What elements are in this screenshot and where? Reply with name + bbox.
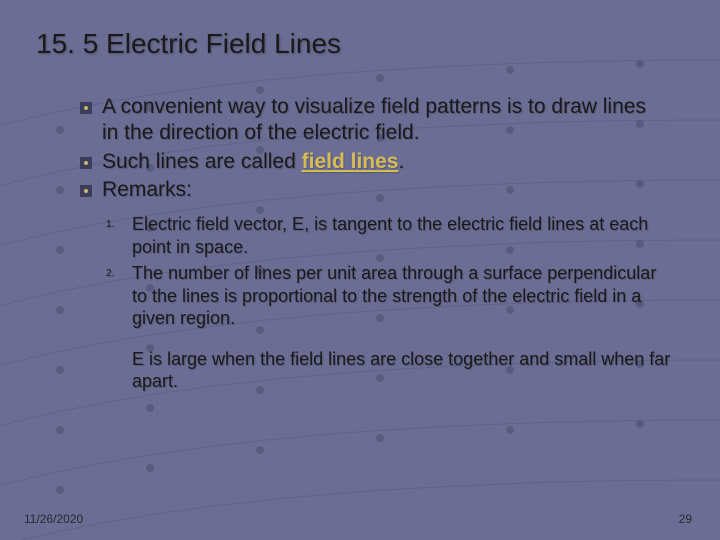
bullet-suffix: . — [398, 150, 404, 173]
bullet-item: Such lines are called field lines. — [80, 149, 664, 175]
slide: 15. 5 Electric Field Lines A convenient … — [0, 0, 720, 540]
item-number: 2. — [106, 268, 132, 279]
slide-title: 15. 5 Electric Field Lines — [36, 28, 684, 60]
bullet-icon — [80, 101, 92, 113]
slide-footer: 11/26/2020 29 — [0, 512, 720, 526]
bullet-list: A convenient way to visualize field patt… — [36, 94, 684, 203]
bullet-icon — [80, 184, 92, 196]
numbered-item: 2. The number of lines per unit area thr… — [106, 262, 674, 330]
item-text: Electric field vector, E, is tangent to … — [132, 213, 674, 258]
item-number: 1. — [106, 219, 132, 230]
bullet-item: Remarks: — [80, 177, 664, 203]
bullet-text: Remarks: — [102, 177, 192, 203]
footer-page: 29 — [679, 512, 692, 526]
item-text: The number of lines per unit area throug… — [132, 262, 674, 330]
numbered-list: 1. Electric field vector, E, is tangent … — [36, 213, 684, 330]
bullet-prefix: Such lines are called — [102, 150, 302, 173]
bullet-emphasis: field lines — [302, 150, 399, 173]
footer-date: 11/26/2020 — [24, 512, 83, 526]
bullet-item: A convenient way to visualize field patt… — [80, 94, 664, 147]
bullet-text: A convenient way to visualize field patt… — [102, 94, 664, 147]
sub-paragraph: E is large when the field lines are clos… — [36, 348, 684, 393]
numbered-item: 1. Electric field vector, E, is tangent … — [106, 213, 674, 258]
bullet-icon — [80, 156, 92, 168]
bullet-text: Such lines are called field lines. — [102, 149, 404, 175]
